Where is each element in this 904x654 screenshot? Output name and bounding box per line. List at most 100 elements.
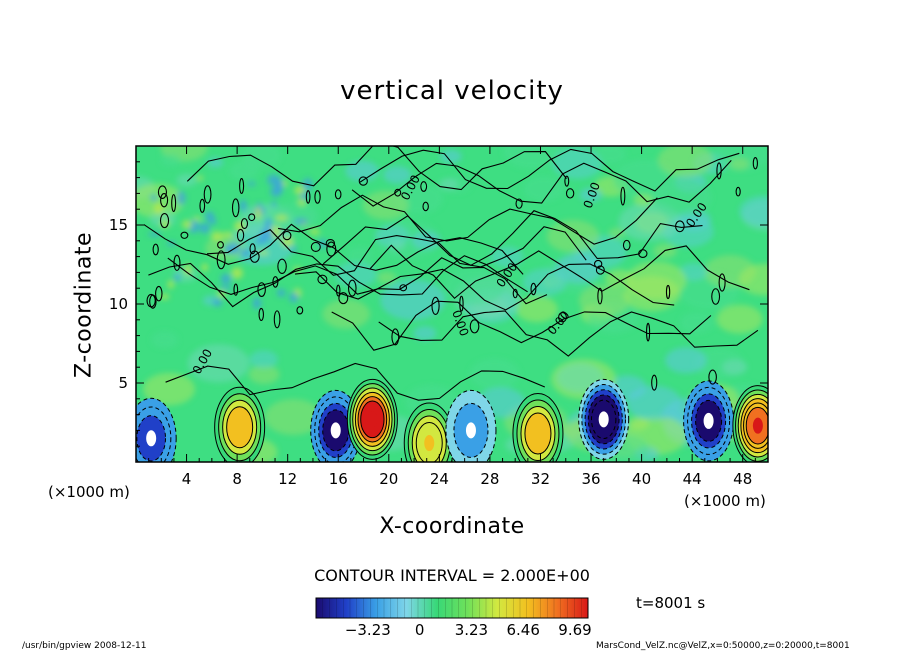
field-patch bbox=[579, 187, 603, 202]
field-patch bbox=[231, 267, 243, 279]
small-contour bbox=[157, 185, 168, 199]
cell-core bbox=[532, 425, 543, 442]
cell-core bbox=[752, 417, 763, 434]
cell-contour bbox=[590, 399, 617, 440]
field-patch bbox=[220, 273, 232, 284]
field-patch bbox=[608, 227, 626, 239]
small-contour bbox=[248, 213, 256, 222]
zero-contour bbox=[322, 210, 703, 266]
small-contour bbox=[334, 189, 342, 200]
cell-contour bbox=[584, 389, 623, 450]
small-contour bbox=[239, 178, 245, 194]
small-contour bbox=[249, 243, 256, 255]
field-patch bbox=[187, 344, 250, 383]
field-patch bbox=[299, 192, 309, 201]
small-contour bbox=[231, 198, 240, 218]
field-patch bbox=[444, 267, 505, 305]
field-patch bbox=[260, 228, 274, 242]
field-patch bbox=[247, 181, 256, 186]
cell-contour bbox=[687, 386, 731, 455]
small-contour bbox=[233, 283, 239, 296]
small-contour bbox=[336, 284, 341, 297]
small-contour bbox=[236, 228, 245, 242]
cell-contour bbox=[516, 399, 560, 462]
cell-contour bbox=[695, 399, 723, 442]
zero-contour bbox=[186, 146, 567, 191]
field-patch bbox=[626, 385, 682, 421]
cell-contour bbox=[346, 378, 398, 460]
field-layer: 0.000.000.000.000.000.000.00 bbox=[136, 146, 768, 462]
colorbar-tick-label: 0 bbox=[415, 621, 425, 639]
small-contour bbox=[347, 279, 357, 297]
field-patch bbox=[160, 153, 182, 167]
small-contour bbox=[203, 185, 212, 204]
field-patch bbox=[254, 206, 262, 220]
small-contour bbox=[257, 282, 266, 298]
cell-contour bbox=[415, 422, 443, 462]
small-contour bbox=[338, 292, 349, 305]
x-tick-label: 12 bbox=[278, 470, 297, 488]
cell-contour bbox=[222, 399, 258, 455]
small-contour bbox=[564, 175, 570, 187]
field-patch bbox=[182, 220, 193, 229]
small-contour bbox=[431, 296, 440, 316]
field-patch bbox=[281, 236, 294, 248]
field-patch bbox=[210, 231, 223, 241]
field-patch bbox=[665, 347, 707, 374]
field-patch bbox=[322, 299, 370, 329]
small-contour bbox=[620, 186, 626, 206]
x-tick-label: 44 bbox=[683, 470, 702, 488]
field-patch bbox=[554, 253, 603, 284]
cell-contour bbox=[581, 384, 626, 455]
cell-core bbox=[367, 411, 378, 428]
field-patch bbox=[208, 218, 217, 225]
colorbar-tick-label: 9.69 bbox=[558, 621, 591, 639]
field-patch bbox=[345, 160, 379, 182]
zero-contour bbox=[378, 310, 759, 357]
field-patch bbox=[227, 242, 240, 254]
small-contour bbox=[512, 288, 518, 299]
field-patch bbox=[309, 228, 321, 235]
cell-contour bbox=[453, 402, 489, 458]
small-contour bbox=[391, 328, 400, 346]
field-patch bbox=[522, 268, 567, 296]
field-patch bbox=[257, 250, 269, 256]
field-patch bbox=[469, 358, 520, 390]
field-patch bbox=[739, 195, 768, 227]
small-contour bbox=[314, 190, 321, 204]
small-contour bbox=[646, 322, 651, 342]
field-patch bbox=[383, 166, 412, 184]
small-contour bbox=[394, 188, 402, 197]
x-tick-label: 4 bbox=[182, 470, 192, 488]
field-patch bbox=[594, 146, 627, 165]
cell-contour bbox=[520, 406, 556, 462]
field-patch bbox=[679, 311, 714, 334]
small-contour bbox=[171, 194, 177, 213]
small-contour bbox=[216, 250, 226, 270]
zero-contour bbox=[148, 255, 528, 308]
x-tick-label: 8 bbox=[232, 470, 242, 488]
cell-contour bbox=[360, 400, 385, 439]
y-tick-label: 10 bbox=[109, 295, 128, 313]
field-patch bbox=[362, 190, 409, 220]
zero-contour bbox=[165, 362, 546, 401]
field-patch bbox=[166, 241, 177, 246]
cell-core bbox=[146, 430, 157, 447]
field-patch bbox=[440, 149, 462, 164]
small-contour bbox=[358, 176, 368, 186]
field-patch bbox=[167, 280, 175, 289]
cell-core bbox=[465, 422, 476, 439]
footer-source: MarsCond_VelZ.nc@VelZ,x=0:50000,z=0:2000… bbox=[596, 641, 850, 651]
field-patch bbox=[275, 178, 284, 193]
colorbar-tick-label: 3.23 bbox=[455, 621, 488, 639]
footer-command: /usr/bin/gpview 2008-12-11 bbox=[22, 641, 147, 651]
field-patch bbox=[184, 263, 192, 276]
field-patch bbox=[277, 288, 286, 297]
cell-contour bbox=[732, 385, 768, 462]
x-unit-label-right: (×1000 m) bbox=[684, 492, 766, 510]
cell-core bbox=[424, 435, 435, 452]
field-patch bbox=[264, 217, 272, 231]
cell-contour bbox=[218, 393, 262, 462]
zero-contour bbox=[278, 194, 658, 245]
field-patch bbox=[207, 157, 224, 168]
